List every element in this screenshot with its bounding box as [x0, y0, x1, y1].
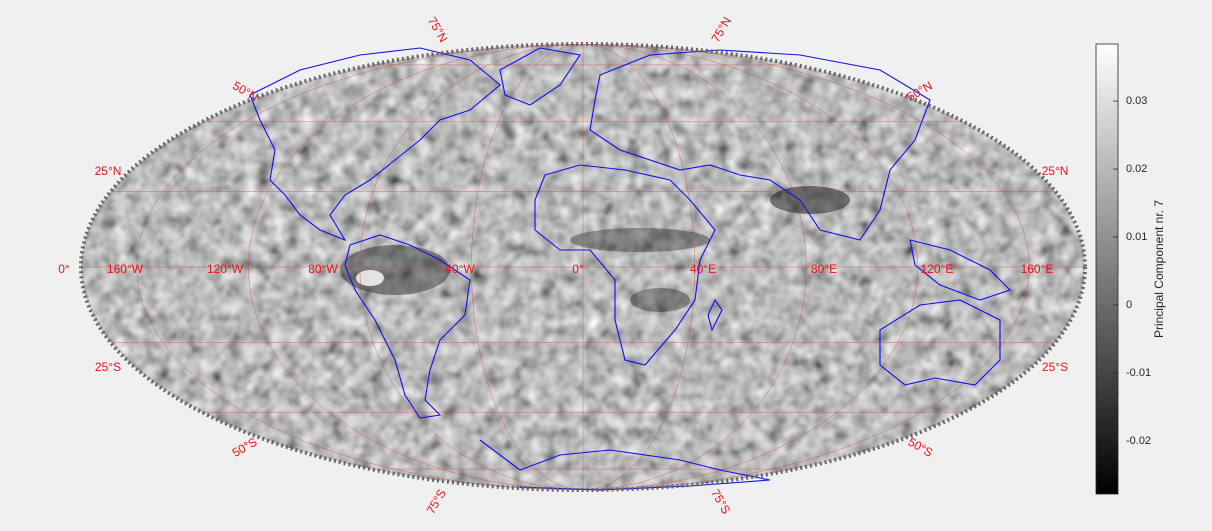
parallel-label: 75°S [708, 487, 733, 517]
colorbar-tick-label: -0.02 [1126, 435, 1151, 447]
meridian-label: 160°E [1021, 262, 1054, 276]
colorbar-tick-label: 0 [1126, 299, 1132, 311]
colorbar-tick-label: 0.03 [1126, 95, 1147, 107]
meridian-label: 40°E [690, 262, 716, 276]
parallel-label: 75°N [709, 14, 735, 44]
colorbar-tick-label: -0.01 [1126, 367, 1151, 379]
parallel-label: 25°N [1042, 164, 1069, 178]
meridian-label: 0° [58, 262, 70, 276]
meridian-label: 80°E [811, 262, 837, 276]
parallel-label: 50°S [230, 435, 260, 460]
parallel-label: 25°N [95, 164, 122, 178]
colorbar-tick-label: 0.01 [1126, 231, 1147, 243]
meridian-label: 120°W [207, 262, 244, 276]
meridian-label: 80°W [308, 262, 338, 276]
parallel-label: 25°S [1042, 360, 1068, 374]
colorbar-label: Principal Component nr. 7 [1152, 200, 1166, 338]
colorbar-tick-label: 0.02 [1126, 163, 1147, 175]
parallel-label: 50°S [906, 435, 936, 460]
parallel-label: 75°S [424, 487, 449, 517]
colorbar [1096, 44, 1118, 494]
parallel-label: 75°N [425, 14, 451, 44]
meridian-label: 0° [572, 262, 584, 276]
colorbar-axis: -0.02 -0.01 0 0.01 0.02 0.03 [1113, 95, 1151, 447]
meridian-label: 120°E [921, 262, 954, 276]
figure: 0° 160°W 120°W 80°W 40°W 0° 40°E 80°E 120°E 160°E… [0, 0, 1212, 531]
parallel-label: 25°S [95, 360, 121, 374]
meridian-label: 40°W [445, 262, 475, 276]
meridian-label: 160°W [107, 262, 144, 276]
